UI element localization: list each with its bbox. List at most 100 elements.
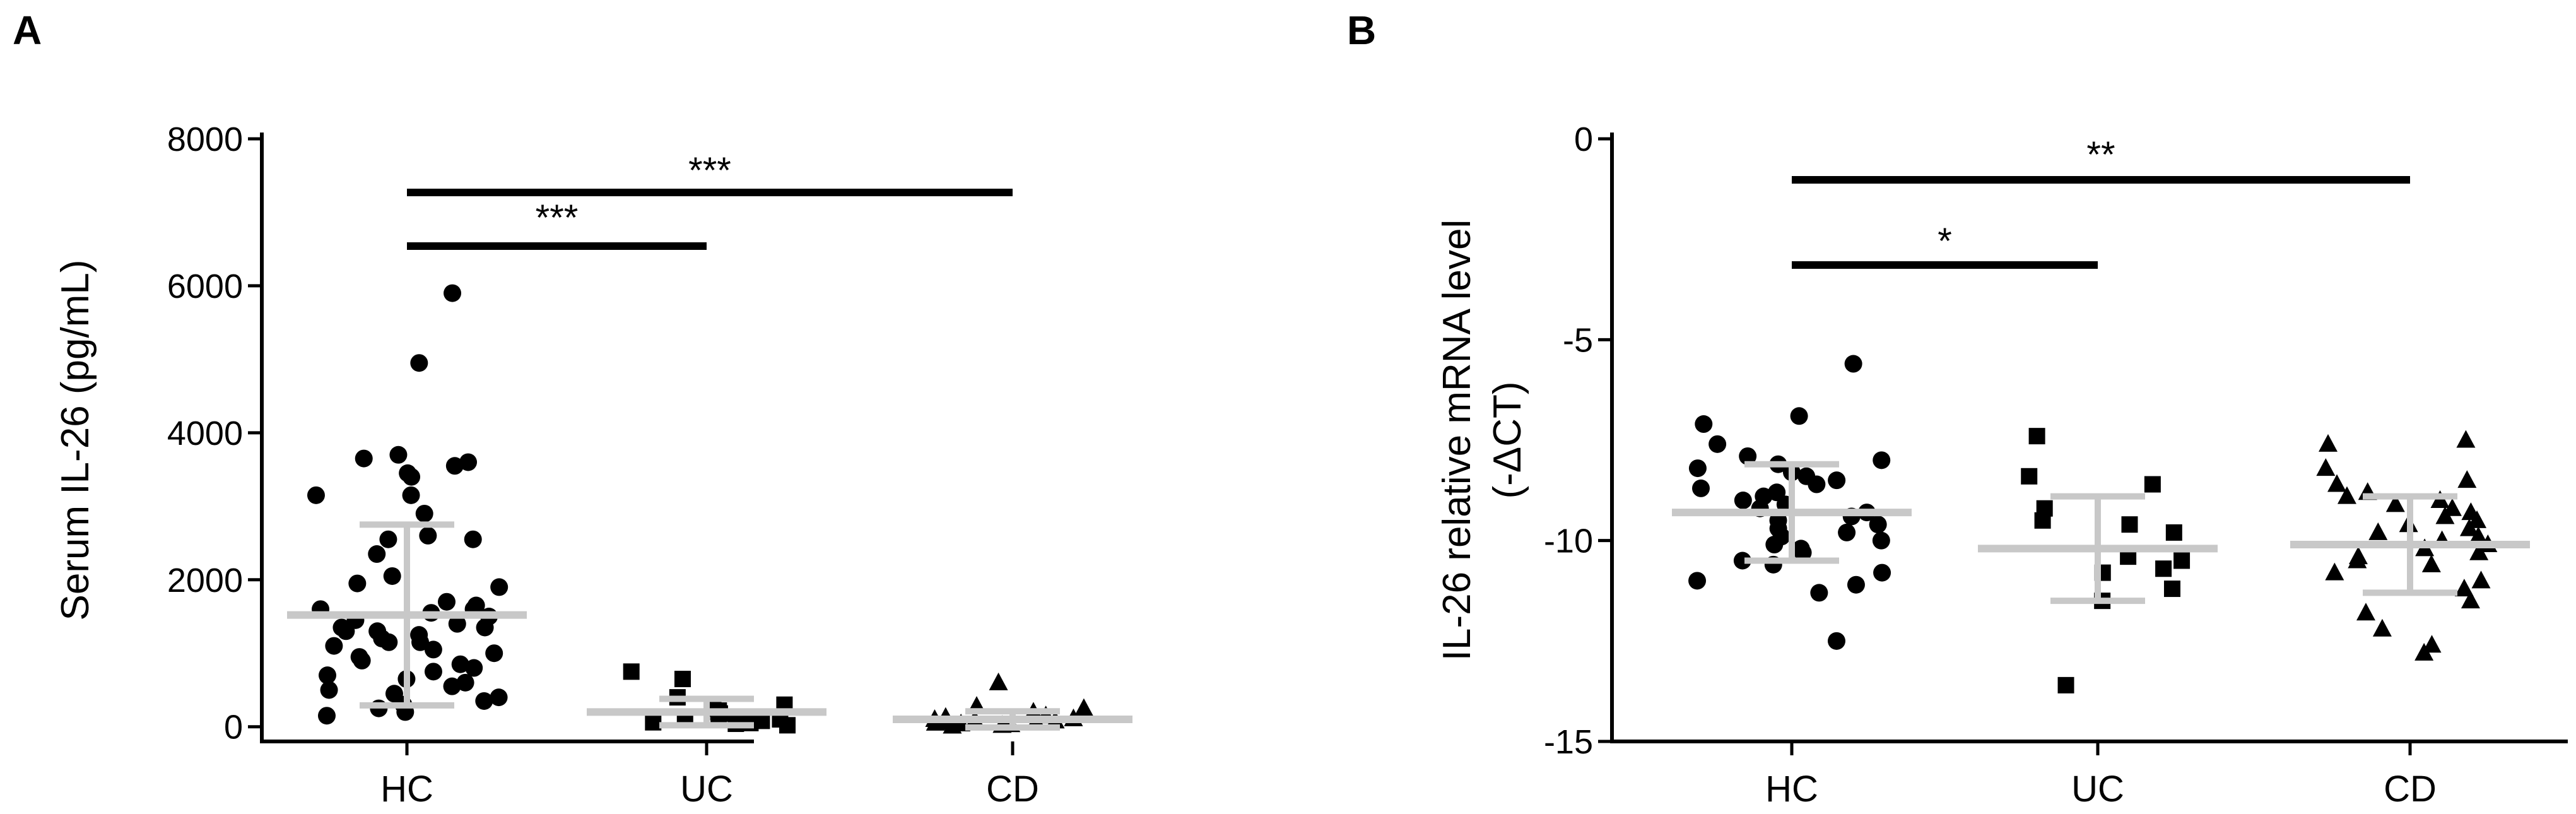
data-point	[419, 526, 437, 545]
data-point	[320, 681, 338, 699]
data-point	[355, 449, 373, 468]
x-tick-label: UC	[2071, 769, 2124, 810]
data-point	[475, 692, 493, 710]
x-tick-label: CD	[986, 769, 1039, 810]
data-point	[465, 659, 483, 677]
data-point	[1844, 355, 1862, 373]
data-point	[1810, 584, 1828, 602]
data-point	[2469, 526, 2488, 545]
data-point	[2456, 430, 2476, 448]
x-tick-label: HC	[1765, 769, 1818, 810]
data-point	[1688, 572, 1707, 590]
data-point	[2337, 486, 2356, 504]
data-point	[464, 530, 482, 548]
data-point	[2165, 524, 2182, 541]
data-point	[307, 486, 325, 504]
data-point	[389, 445, 408, 464]
data-point	[2459, 518, 2479, 536]
y-tick-label: 4000	[167, 415, 243, 452]
data-point	[1739, 447, 1757, 465]
y-tick-label: -15	[1544, 723, 1593, 761]
data-point	[1790, 407, 1808, 425]
data-point	[411, 633, 430, 651]
data-point	[1827, 632, 1845, 650]
data-point	[2028, 428, 2045, 445]
data-point	[403, 468, 421, 486]
data-point	[2034, 512, 2051, 529]
data-point	[2057, 676, 2074, 693]
data-point	[674, 671, 691, 688]
data-point	[348, 574, 367, 593]
y-tick-label: 8000	[167, 121, 243, 158]
y-tick-label: 0	[224, 709, 243, 746]
data-point	[1794, 543, 1812, 562]
data-point	[490, 578, 509, 596]
data-point	[383, 567, 401, 585]
data-point	[2144, 476, 2161, 493]
data-point	[380, 633, 398, 651]
data-point	[2021, 468, 2038, 485]
data-point	[2467, 510, 2487, 528]
data-point	[437, 593, 456, 611]
significance-label: *	[1938, 221, 1952, 262]
panel-label: A	[13, 8, 42, 53]
data-point	[2173, 552, 2191, 569]
data-point	[424, 663, 442, 681]
data-point	[1734, 492, 1752, 509]
data-point	[2454, 579, 2474, 597]
y-axis-title: IL-26 relative mRNA level	[1435, 220, 1479, 661]
data-point	[989, 672, 1008, 690]
data-point	[2121, 516, 2138, 533]
data-point	[2348, 550, 2367, 569]
data-point	[1847, 575, 1865, 594]
data-point	[2461, 591, 2480, 609]
data-point	[1869, 516, 1887, 534]
data-point	[1691, 479, 1710, 497]
data-point	[317, 707, 336, 725]
data-point	[410, 354, 428, 372]
data-point	[2421, 554, 2441, 572]
data-point	[451, 655, 469, 673]
data-point	[2385, 494, 2405, 512]
y-tick-label: 6000	[167, 268, 243, 305]
series-cd	[2290, 430, 2530, 661]
x-tick-label: HC	[380, 769, 433, 810]
data-point	[2155, 560, 2172, 577]
x-tick-label: UC	[680, 769, 733, 810]
data-point	[318, 666, 336, 685]
data-point	[415, 504, 433, 522]
data-point	[1808, 475, 1826, 493]
data-point	[943, 716, 962, 734]
y-axis-title-line2: (-ΔCT)	[1486, 382, 1529, 499]
data-point	[1695, 415, 1713, 434]
data-point	[1872, 531, 1890, 550]
data-point	[2457, 470, 2477, 488]
data-point	[2471, 570, 2491, 589]
chart-panel-a: A 0 2000 4000 6000 8000 HC UC CD Serum IL-26 (pg/…	[13, 8, 1132, 810]
data-point	[1828, 471, 1846, 490]
data-point	[459, 453, 478, 471]
data-point	[337, 622, 355, 640]
data-point	[2316, 458, 2336, 476]
data-point	[1709, 435, 1727, 453]
data-point	[1765, 536, 1784, 554]
data-point	[490, 688, 508, 707]
x-tick-label: CD	[2384, 769, 2437, 810]
data-point	[379, 530, 397, 548]
significance-label: **	[2086, 134, 2115, 175]
y-axis-title: Serum IL-26 (pg/mL)	[54, 260, 97, 621]
data-point	[2319, 434, 2338, 452]
data-point	[445, 457, 464, 475]
data-point	[402, 486, 420, 504]
y-tick-label: -10	[1544, 522, 1593, 560]
data-point	[2372, 618, 2392, 637]
data-point	[1873, 563, 1891, 582]
chart-panel-b: B 0 -5 -10 -15 HC UC CD IL-26 relative mRNA leve…	[1347, 8, 2568, 810]
series-uc	[1978, 428, 2218, 693]
series-uc	[587, 663, 826, 734]
significance-label: ***	[536, 198, 579, 239]
data-point	[448, 615, 466, 633]
series-hc	[287, 284, 527, 725]
y-tick-label: 0	[1574, 121, 1593, 158]
